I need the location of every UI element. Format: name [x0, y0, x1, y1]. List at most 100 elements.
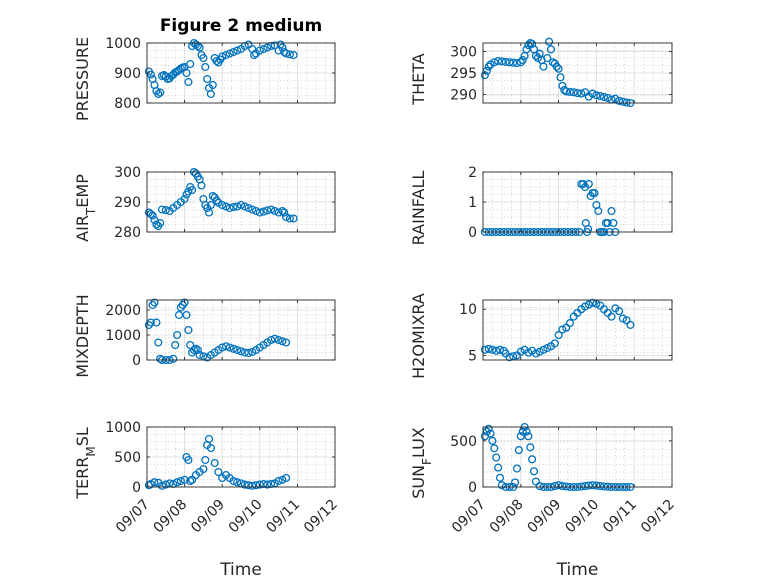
data-point: [270, 41, 279, 50]
data-point: [626, 320, 635, 329]
data-point: [206, 89, 215, 99]
data-point: [615, 96, 624, 105]
data-point: [259, 207, 268, 216]
x-tick-label: 09/11: [600, 497, 640, 537]
data-point: [251, 206, 261, 216]
data-point: [274, 476, 283, 486]
data-point: [188, 185, 197, 195]
data-point: [152, 318, 161, 327]
data-point: [596, 92, 605, 101]
data-point: [161, 206, 170, 215]
data-point: [560, 86, 569, 95]
data-point: [221, 202, 231, 211]
data-point: [607, 312, 616, 321]
data-point: [577, 482, 586, 491]
data-point: [203, 74, 212, 84]
data-point: [274, 335, 283, 345]
data-point: [592, 481, 601, 490]
data-point: [607, 206, 616, 216]
y-tick-label: 0: [468, 225, 477, 241]
data-point: [233, 46, 242, 55]
data-point: [494, 463, 503, 472]
subplot-5: 0 1000 2000 MIXDEPTH: [73, 294, 336, 378]
y-tick-label: 1: [468, 195, 477, 211]
data-point: [186, 476, 195, 486]
data-point: [511, 478, 520, 487]
data-point: [154, 89, 163, 99]
data-point: [480, 345, 489, 354]
y-tick-label: 290: [114, 195, 141, 211]
data-point: [236, 200, 246, 210]
data-point: [484, 424, 493, 433]
y-axis-label: SUNFLUX: [409, 427, 434, 499]
data-point: [535, 482, 544, 491]
data-point: [274, 208, 283, 217]
data-point: [516, 432, 525, 441]
data-point: [191, 344, 200, 353]
data-point: [492, 346, 501, 355]
data-point: [539, 345, 548, 354]
data-point: [152, 220, 161, 229]
data-point: [565, 87, 574, 96]
y-tick-label: 300: [114, 165, 141, 181]
x-tick-label: 09/12: [301, 497, 341, 537]
data-point: [221, 50, 231, 60]
y-axis-label: RAINFALL: [409, 171, 428, 246]
y-tick-label: 900: [114, 66, 141, 82]
data-point: [516, 347, 525, 356]
data-point: [156, 88, 165, 97]
data-point: [539, 62, 548, 71]
data-point: [212, 196, 221, 205]
data-point: [221, 342, 231, 351]
data-point: [218, 343, 227, 352]
series-points: [144, 434, 291, 490]
y-tick-label: 5: [468, 348, 477, 364]
data-point: [278, 337, 287, 346]
data-point: [554, 331, 563, 340]
y-tick-label: 800: [114, 96, 141, 112]
y-tick-label: 1000: [105, 328, 141, 344]
data-point: [161, 72, 170, 81]
y-tick-label: 1000: [105, 36, 141, 52]
data-point: [267, 335, 276, 345]
data-point: [488, 345, 497, 354]
data-point: [233, 202, 242, 211]
data-point: [229, 476, 238, 486]
data-point: [180, 298, 189, 307]
data-point: [552, 62, 561, 71]
data-point: [524, 41, 533, 50]
data-point: [184, 325, 193, 335]
data-point: [255, 46, 264, 55]
y-axis-label: PRESSURE: [73, 37, 92, 121]
data-point: [562, 482, 571, 491]
series-points: [480, 298, 635, 362]
data-point: [486, 429, 495, 438]
axes-box: [482, 299, 673, 361]
data-point: [509, 58, 518, 67]
data-point: [270, 334, 279, 343]
data-point: [176, 476, 185, 486]
data-point: [577, 89, 586, 98]
data-point: [180, 194, 189, 204]
figure-title: Figure 2 medium: [160, 16, 322, 36]
data-point: [259, 44, 268, 54]
data-point: [229, 344, 238, 353]
axes-box: [482, 426, 673, 488]
data-point: [199, 464, 208, 474]
data-point: [554, 64, 563, 73]
data-point: [206, 200, 215, 210]
data-point: [573, 89, 582, 98]
data-point: [488, 436, 497, 445]
data-point: [225, 49, 234, 58]
data-point: [584, 300, 593, 309]
y-tick-label: 0: [132, 480, 141, 496]
data-point: [528, 455, 537, 464]
data-point: [199, 53, 208, 63]
data-point: [201, 62, 210, 72]
data-point: [581, 482, 590, 491]
y-tick-label: 0: [468, 480, 477, 496]
data-point: [229, 203, 238, 212]
x-tick-label: 09/07: [113, 497, 153, 537]
x-tick-label: 09/08: [151, 497, 191, 537]
